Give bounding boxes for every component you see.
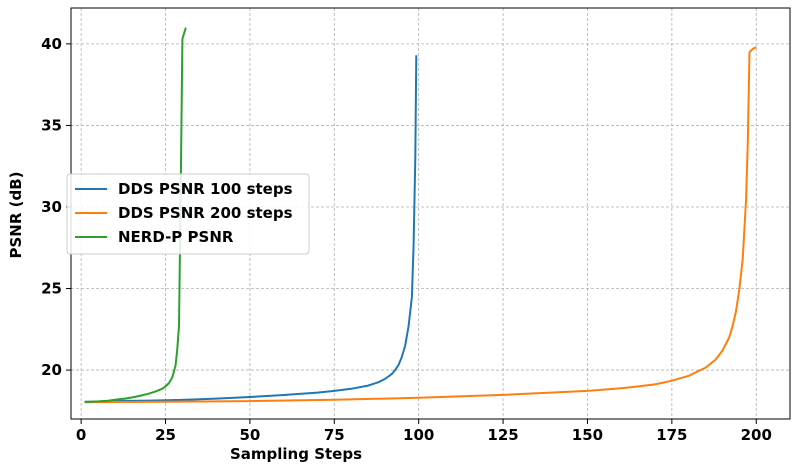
y-tick-label: 20 [41, 361, 62, 379]
series-line-2 [84, 46, 757, 404]
x-tick-label: 25 [155, 426, 176, 444]
legend-label-1: DDS PSNR 100 steps [118, 180, 293, 198]
x-tick-label: 100 [403, 426, 434, 444]
x-axis-label: Sampling Steps [230, 445, 362, 463]
x-tick-label: 50 [239, 426, 260, 444]
y-tick-label: 40 [41, 35, 62, 53]
legend-label-2: DDS PSNR 200 steps [118, 204, 293, 222]
x-tick-label: 75 [324, 426, 345, 444]
x-tick-label: 0 [76, 426, 86, 444]
x-tick-label: 150 [572, 426, 603, 444]
y-tick-label: 25 [41, 280, 62, 298]
series-line-1 [84, 55, 418, 403]
x-tick-label: 200 [741, 426, 772, 444]
series-group [84, 27, 757, 404]
x-ticks: 0 25 50 75 100 125 150 175 200 [76, 419, 772, 444]
series-line-3 [84, 27, 187, 403]
legend-box [66, 173, 310, 255]
y-tick-label: 35 [41, 116, 62, 134]
y-tick-label: 30 [41, 198, 62, 216]
legend-label-3: NERD-P PSNR [118, 228, 234, 246]
y-ticks: 20 25 30 35 40 [41, 35, 71, 379]
legend: DDS PSNR 100 steps DDS PSNR 200 steps NERD… [66, 173, 310, 255]
x-tick-label: 125 [487, 426, 518, 444]
y-axis-label: PSNR (dB) [7, 171, 25, 258]
x-tick-label: 175 [656, 426, 687, 444]
